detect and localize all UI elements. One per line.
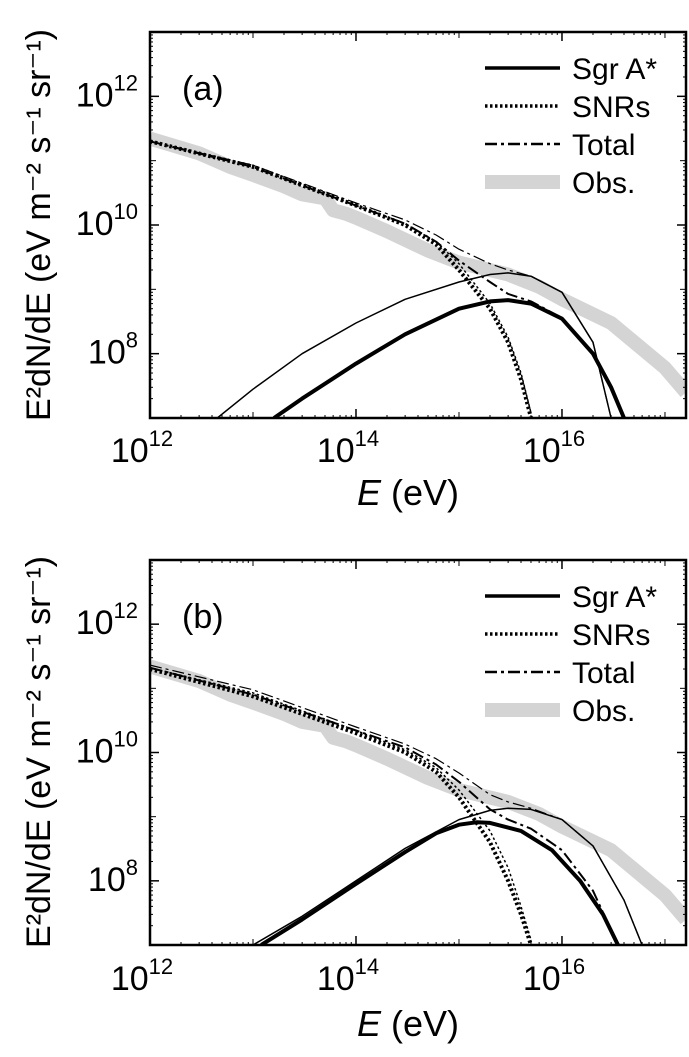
plot-frame: [148, 30, 688, 420]
y-tick-label: 1012: [76, 70, 138, 114]
plot-frame: [148, 558, 688, 947]
series-line-sgr-thick: [260, 820, 620, 945]
y-tick-label: 1012: [76, 598, 138, 642]
series-line-total-thick: [150, 140, 625, 418]
legend-label: Total: [572, 657, 635, 690]
y-tick-label: 1010: [76, 727, 138, 771]
x-tick-label: 1016: [523, 954, 585, 998]
x-tick-label: 1012: [111, 954, 173, 998]
series-line-snr-thin: [150, 140, 532, 414]
series-line-snr-thick: [150, 667, 533, 945]
x-tick-label: 1012: [111, 426, 173, 470]
legend: Sgr A* SNRs Total Obs.: [485, 53, 657, 200]
series-line-total-thin: [150, 664, 643, 945]
x-tick-label: 1014: [317, 426, 379, 470]
y-axis-label: E²dN/dE (eV m⁻² s⁻¹ sr⁻¹): [20, 556, 58, 948]
x-axis-label: E (eV): [357, 1003, 459, 1044]
y-tick-label: 108: [88, 328, 138, 372]
x-axis-label: E (eV): [357, 472, 459, 513]
x-tick-label: 1014: [317, 954, 379, 998]
panel-b: 1012 1014 1016 108 1010 1012 (b) E (eV) E²dN/dE …: [20, 556, 688, 1044]
series-line-total-thin: [150, 140, 612, 418]
series-line-total-thick: [150, 666, 619, 945]
panel-label: (b): [182, 598, 224, 636]
panel-label: (a): [182, 70, 224, 108]
legend-label: Sgr A*: [572, 581, 657, 614]
series-group: [150, 659, 686, 945]
series-line-obs: [150, 131, 686, 397]
series-line-sgr-thick: [272, 298, 626, 418]
legend-label: Obs.: [572, 695, 635, 728]
legend: Sgr A* SNRs Total Obs.: [485, 581, 657, 728]
y-tick-label: 1010: [76, 199, 138, 243]
legend-label: Sgr A*: [572, 53, 657, 86]
x-tick-label: 1016: [523, 426, 585, 470]
legend-label: SNRs: [572, 91, 650, 124]
series-line-sgr-thin: [216, 272, 612, 418]
legend-label: Total: [572, 129, 635, 162]
series-line-obs: [150, 659, 686, 925]
legend-label: SNRs: [572, 619, 650, 652]
series-line-snr-thin: [150, 666, 532, 941]
y-axis-label: E²dN/dE (eV m⁻² s⁻¹ sr⁻¹): [20, 29, 58, 421]
series-line-snr-thick: [150, 139, 533, 418]
panel-a: 1012 1014 1016 108 1010 1012 (a) E (eV) E²dN/dE …: [20, 29, 688, 513]
legend-label: Obs.: [572, 167, 635, 200]
y-tick-label: 108: [88, 855, 138, 899]
series-group: [150, 131, 686, 418]
